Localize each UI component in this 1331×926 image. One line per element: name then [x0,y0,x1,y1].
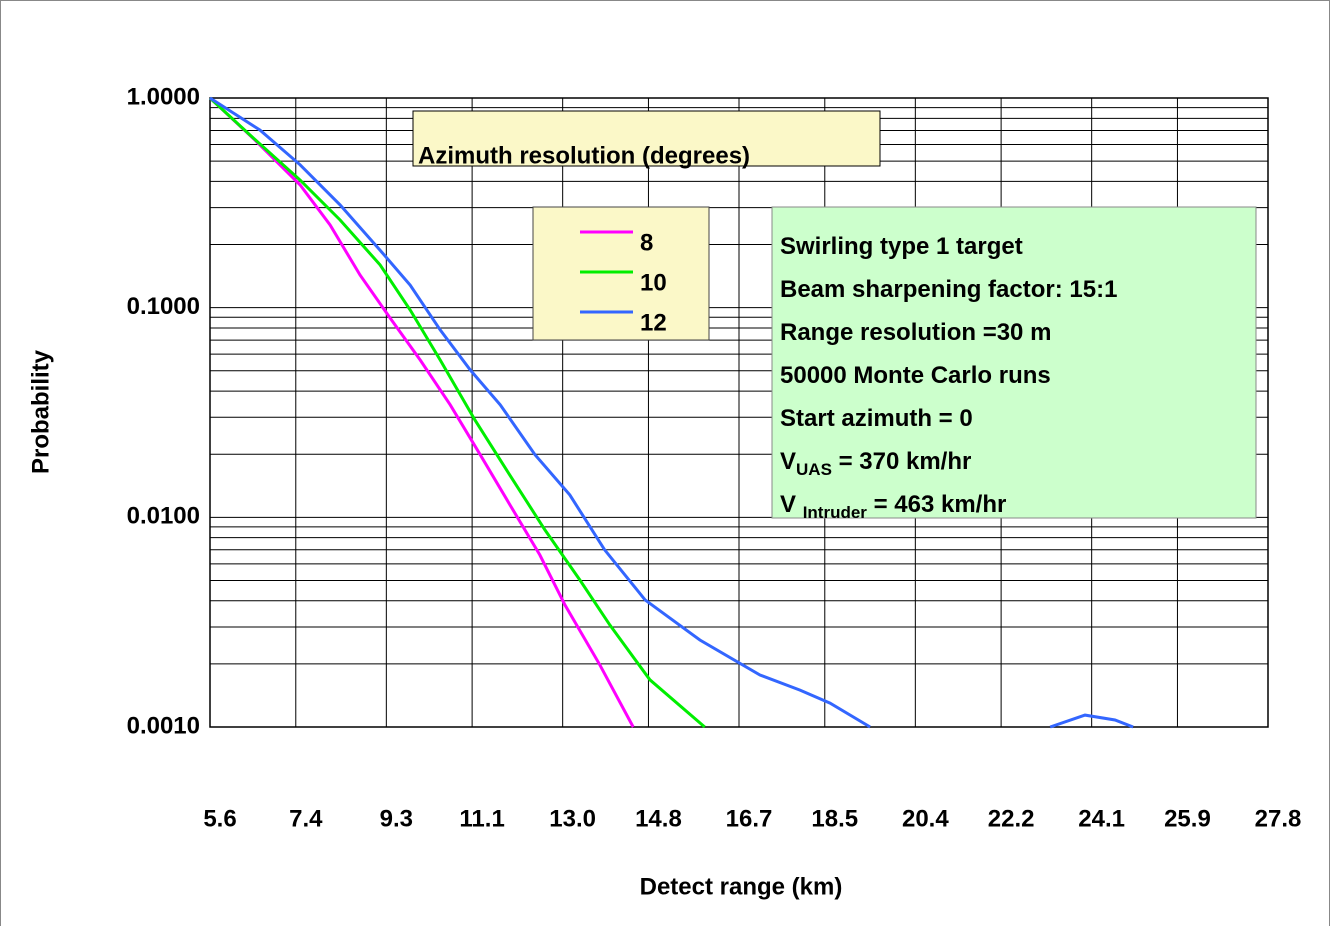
annotation-text: 50000 Monte Carlo runs [780,362,1051,389]
annotation-line: V Intruder = 463 km/hr [780,491,1006,522]
annotation-text: Intruder [803,503,868,522]
annotation-text: Start azimuth = 0 [780,405,973,432]
y-tick-label: 0.0100 [127,503,200,530]
x-tick-label: 25.9 [1164,805,1211,832]
plot-frame [209,97,1269,728]
x-tick-label: 11.1 [459,805,504,832]
annotation-text: Swirling type 1 target [780,233,1023,260]
x-tick-label: 27.8 [1255,805,1302,832]
x-tick-label: 14.8 [635,805,682,832]
annotation-text: = 463 km/hr [867,491,1006,518]
annotation-line: Swirling type 1 target [780,233,1023,260]
annotation-text: UAS [796,460,832,479]
y-tick-label: 1.0000 [127,83,200,110]
series-line [208,96,635,728]
annotation-text: = 370 km/hr [832,448,971,475]
x-tick-label: 20.4 [902,805,949,832]
x-tick-label: 13.0 [549,805,596,832]
x-tick-label: 9.3 [380,805,413,832]
series-line [208,96,706,729]
x-tick-label: 22.2 [988,805,1035,832]
annotation-text: Beam sharpening factor: 15:1 [780,276,1117,303]
annotation: Swirling type 1 target Beam sharpening fa… [780,233,1117,522]
legend-title-box [412,110,881,167]
series-line [209,96,1134,729]
annotation-text: V [780,491,803,518]
annotation-line: Range resolution =30 m [780,319,1051,346]
legend-label: 8 [640,229,653,256]
y-tick-label: 0.1000 [127,293,200,320]
lines [208,96,1134,729]
annotation-line: VUAS = 370 km/hr [780,448,971,479]
x-tick-label: 18.5 [811,805,858,832]
legend-label: 12 [640,309,667,336]
annotation-box [771,206,1257,519]
annotation-text: V [780,448,796,475]
legend-entries: 8 10 12 [580,229,667,336]
x-tick-label: 7.4 [289,805,323,832]
x-tick-label: 16.7 [726,805,773,832]
annotation-line: Start azimuth = 0 [780,405,973,432]
x-tick-label: 24.1 [1078,805,1125,832]
y-axis-label: Probability [27,349,54,474]
legend-label: 10 [640,269,667,296]
y-tick-label: 0.0010 [127,712,200,739]
legend-title: Azimuth resolution (degrees) [418,142,750,169]
annotation-line: 50000 Monte Carlo runs [780,362,1051,389]
annotation-line: Beam sharpening factor: 15:1 [780,276,1117,303]
annotation-text: Range resolution =30 m [780,319,1051,346]
x-axis-label: Detect range (km) [640,873,843,900]
x-tick-label: 5.6 [203,805,236,832]
